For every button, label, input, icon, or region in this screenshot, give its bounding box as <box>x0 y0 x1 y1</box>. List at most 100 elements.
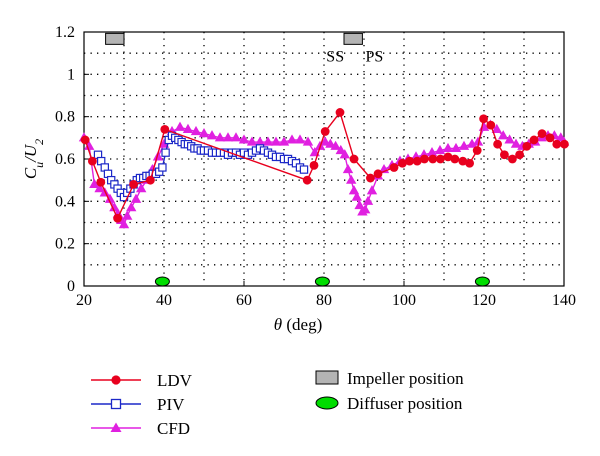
series-ldv-point <box>349 154 359 164</box>
series-ldv-point <box>373 169 383 179</box>
svg-text:Cu/U2: Cu/U2 <box>21 139 46 179</box>
legend-item-impeller: Impeller position <box>315 369 464 388</box>
series-ldv-point <box>366 173 375 183</box>
series-ldv-point <box>529 135 539 145</box>
x-axis-label-unit: (deg) <box>282 315 322 334</box>
x-tick-label: 40 <box>156 292 172 309</box>
series-ldv <box>80 108 569 223</box>
x-tick-label: 80 <box>316 292 332 309</box>
x-axis-label-symbol: θ <box>274 315 282 334</box>
series-ldv-point <box>545 133 555 143</box>
series-ldv-point <box>412 156 422 166</box>
series-cfd-point <box>206 130 218 140</box>
series-cfd-point <box>94 183 105 193</box>
annotations: SS PS <box>326 48 383 65</box>
diffuser-position-marker <box>314 276 330 287</box>
series-cfd-point <box>230 132 242 142</box>
series-cfd-point <box>342 163 354 174</box>
series-cfd-point <box>491 123 502 133</box>
series-cfd-point <box>214 132 226 142</box>
series-cfd-point <box>270 136 282 146</box>
series-cfd-point <box>510 138 522 148</box>
series-cfd-point <box>130 193 142 203</box>
series-ldv-point <box>302 175 312 185</box>
legend-diffuser-label: Diffuser position <box>347 394 463 413</box>
series-ldv-point <box>398 158 407 168</box>
x-tick-label: 60 <box>236 292 252 309</box>
series-cfd-point <box>262 136 274 146</box>
series-cfd-point <box>89 178 100 188</box>
legend-item-piv: PIV <box>91 395 185 414</box>
series-piv-point <box>158 163 167 172</box>
series-cfd-point <box>366 185 378 195</box>
series-ldv-point <box>160 124 170 134</box>
series-ldv-point <box>113 213 122 223</box>
series-cfd-point <box>198 128 210 138</box>
annotation-ss: SS <box>326 48 344 65</box>
x-axis-label: θ (deg) <box>274 315 322 334</box>
series-cfd-point <box>182 123 194 133</box>
series-ldv-point <box>493 139 502 149</box>
x-axis-ticks: 20 40 60 80 100 120 140 <box>76 281 576 309</box>
series-ldv-point <box>420 154 429 164</box>
series-cfd-point <box>222 132 234 142</box>
y-axis-ticks: 0 0.2 0.4 0.6 0.8 1 1.2 <box>55 24 89 295</box>
series-ldv-point <box>486 120 496 130</box>
legend-item-ldv: LDV <box>91 371 193 390</box>
y-tick-label: 0.8 <box>55 109 75 126</box>
series-cfd-point <box>122 210 133 220</box>
series-ldv-point <box>443 152 453 162</box>
series-ldv-point <box>309 160 319 170</box>
series-cfd-point <box>339 149 350 159</box>
series-ldv-point <box>436 154 445 164</box>
series-ldv-point <box>335 108 345 117</box>
x-tick-label: 20 <box>76 292 92 309</box>
annotation-ps: PS <box>366 48 384 65</box>
y-tick-label: 0.4 <box>55 193 75 210</box>
series-cfd-point <box>434 144 446 155</box>
series-ldv-point <box>465 158 474 168</box>
position-markers <box>105 32 490 287</box>
legend-cfd-marker <box>110 422 122 432</box>
series-ldv-point <box>515 150 524 160</box>
series-piv-point <box>161 148 170 157</box>
series-ldv-point <box>80 135 90 145</box>
series-cfd-point <box>126 202 137 212</box>
series-cfd-point <box>348 185 360 195</box>
series-cfd-point <box>442 142 454 153</box>
series-cfd-point <box>458 140 470 150</box>
impeller-position-marker <box>343 32 363 45</box>
series-cfd-point <box>136 183 147 193</box>
series-ldv-point <box>405 156 414 166</box>
y-axis-label: Cu/U2 <box>21 139 46 179</box>
y-tick-label: 0.6 <box>55 151 75 168</box>
series-cfd-point <box>278 136 290 146</box>
impeller-position-marker <box>105 32 125 45</box>
legend: LDV PIV CFD Impeller position Diffuser p… <box>91 369 464 438</box>
series-cfd-point <box>104 193 116 203</box>
series-ldv-point <box>522 141 532 151</box>
y-tick-label: 0 <box>67 278 75 295</box>
series-ldv-point <box>389 163 399 172</box>
legend-impeller-swatch <box>315 370 339 385</box>
series-piv-point <box>299 165 309 174</box>
series-cfd-point <box>246 136 258 146</box>
x-tick-label: 100 <box>392 292 416 309</box>
series-ldv-point <box>450 154 460 164</box>
series-ldv-point <box>88 156 97 166</box>
series-ldv-point <box>96 177 106 187</box>
series-cfd-point <box>238 134 250 144</box>
y-tick-label: 0.2 <box>55 236 75 253</box>
series-cfd-point <box>346 174 357 184</box>
series-cfd-point <box>360 204 371 214</box>
y-tick-label: 1.2 <box>55 24 75 41</box>
series-cfd-point <box>498 130 509 140</box>
data-series <box>78 108 570 229</box>
series-ldv-point <box>320 127 330 136</box>
series-cfd-point <box>294 134 306 144</box>
series-ldv-point <box>146 175 155 185</box>
diffuser-position-marker <box>474 276 490 287</box>
series-cfd-point <box>351 191 362 201</box>
x-tick-label: 120 <box>472 292 496 309</box>
